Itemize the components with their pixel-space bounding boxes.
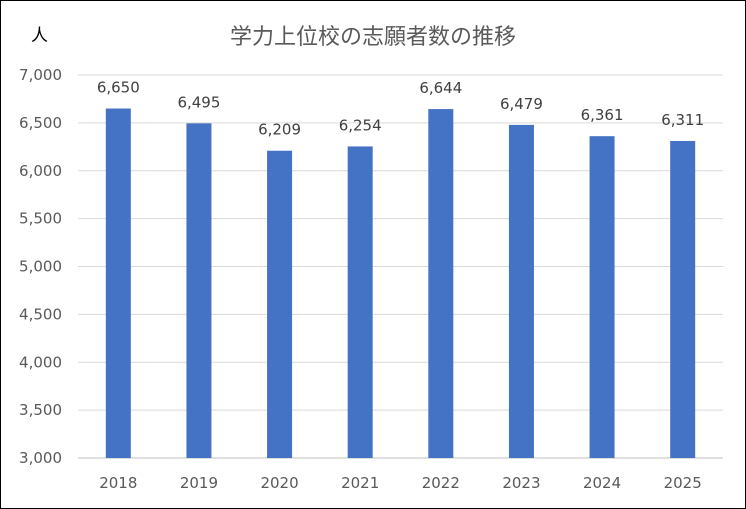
x-axis-ticks: 2018 2019 2020 2021 2022 2023 2024 2025 bbox=[99, 474, 702, 492]
bar bbox=[186, 123, 212, 458]
y-axis-ticks: 3,000 3,500 4,000 4,500 5,000 5,500 6,000 6,500… bbox=[19, 66, 62, 467]
y-tick-label: 6,000 bbox=[19, 162, 62, 180]
bar bbox=[347, 146, 373, 458]
bar bbox=[105, 108, 131, 458]
y-tick-label: 5,000 bbox=[19, 258, 62, 276]
x-tick-label: 2019 bbox=[180, 474, 218, 492]
x-tick-label: 2020 bbox=[260, 474, 298, 492]
y-tick-label: 4,500 bbox=[19, 305, 62, 323]
data-label: 6,254 bbox=[339, 116, 382, 134]
data-labels: 6,650 6,495 6,209 6,254 6,644 6,479 6,361 6,311 bbox=[97, 79, 704, 139]
x-tick-label: 2025 bbox=[664, 474, 702, 492]
bar bbox=[428, 109, 454, 458]
y-tick-label: 4,000 bbox=[19, 353, 62, 371]
y-tick-label: 3,500 bbox=[19, 401, 62, 419]
x-tick-label: 2018 bbox=[99, 474, 137, 492]
x-tick-label: 2024 bbox=[583, 474, 621, 492]
data-label: 6,650 bbox=[97, 79, 140, 97]
y-tick-label: 5,500 bbox=[19, 210, 62, 228]
data-label: 6,644 bbox=[419, 79, 462, 97]
y-tick-label: 6,500 bbox=[19, 114, 62, 132]
bar bbox=[508, 124, 534, 459]
data-label: 6,495 bbox=[177, 93, 220, 111]
data-label: 6,311 bbox=[661, 111, 704, 129]
bar bbox=[267, 150, 293, 458]
gridlines bbox=[78, 74, 723, 459]
chart-title: 学力上位校の志願者数の推移 bbox=[230, 25, 516, 50]
bar bbox=[589, 136, 615, 458]
x-tick-label: 2021 bbox=[341, 474, 379, 492]
x-tick-label: 2023 bbox=[502, 474, 540, 492]
y-tick-label: 7,000 bbox=[19, 66, 62, 84]
bars bbox=[105, 108, 696, 459]
x-tick-label: 2022 bbox=[422, 474, 460, 492]
bar bbox=[670, 140, 696, 459]
y-tick-label: 3,000 bbox=[19, 449, 62, 467]
data-label: 6,209 bbox=[258, 121, 301, 139]
y-axis-unit-label: 人 bbox=[31, 26, 48, 46]
data-label: 6,361 bbox=[581, 106, 624, 124]
data-label: 6,479 bbox=[500, 95, 543, 113]
